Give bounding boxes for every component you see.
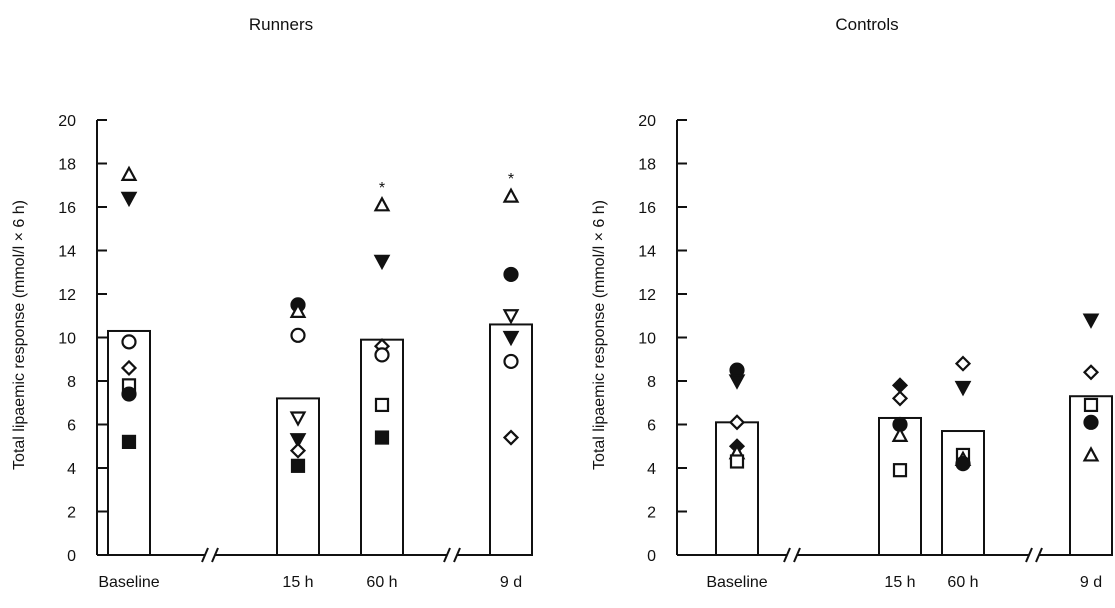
significance-asterisk: *	[508, 171, 514, 188]
y-tick-label: 18	[58, 157, 76, 174]
data-point-marker	[503, 266, 519, 283]
y-tick-label: 0	[67, 548, 76, 565]
y-tick-label: 6	[647, 418, 656, 435]
data-point-marker	[502, 429, 520, 446]
data-point-marker	[289, 411, 307, 427]
data-point-marker	[374, 397, 390, 413]
data-point-marker	[1082, 364, 1100, 381]
bar-runners-2	[360, 338, 404, 556]
chart-panel-runners: Runners Total lipaemic response (mmol/l …	[11, 15, 533, 591]
data-point-marker	[955, 456, 971, 472]
y-axis-label-controls: Total lipaemic response (mmol/l × 6 h)	[591, 200, 608, 470]
y-tick-label: 14	[638, 244, 656, 261]
y-tick-label: 14	[58, 244, 76, 261]
y-tick-label: 20	[638, 113, 656, 130]
significance-asterisk: *	[379, 180, 385, 197]
data-point-marker	[290, 327, 306, 343]
data-point-marker	[120, 359, 138, 377]
data-point-marker	[954, 355, 972, 372]
bar-controls-2	[941, 430, 985, 556]
x-tick-label: 60 h	[366, 574, 397, 591]
y-tick-label: 20	[58, 113, 76, 130]
y-tick-label: 10	[638, 331, 656, 348]
data-point-marker	[502, 187, 520, 203]
y-tick-label: 6	[67, 418, 76, 435]
data-point-marker	[1083, 414, 1099, 430]
data-point-marker	[954, 380, 972, 397]
data-point-marker	[121, 386, 137, 402]
x-tick-label: Baseline	[706, 574, 767, 591]
data-point-marker	[289, 433, 307, 449]
y-tick-label: 2	[67, 505, 76, 522]
data-point-marker	[121, 334, 137, 350]
data-point-marker	[728, 374, 746, 390]
data-point-marker	[374, 430, 390, 445]
axis-break-mark	[1025, 547, 1043, 563]
x-tick-label: Baseline	[98, 574, 159, 591]
chart-title-controls: Controls	[835, 15, 898, 34]
chart-panel-controls: Controls Total lipaemic response (mmol/l…	[591, 15, 1113, 591]
x-tick-label: 9 d	[500, 574, 522, 591]
chart-title-runners: Runners	[249, 15, 313, 34]
y-tick-label: 10	[58, 331, 76, 348]
data-point-marker	[120, 191, 138, 208]
data-point-marker	[502, 330, 520, 347]
plot-area-controls: 0 2 4 6 8 10 12 14 16 18 20 Baseline 15 h 60 h 9 d	[638, 113, 1113, 591]
data-point-marker	[1082, 313, 1100, 329]
y-axis-label-runners: Total lipaemic response (mmol/l × 6 h)	[11, 200, 28, 470]
data-point-marker	[290, 458, 306, 473]
data-point-marker	[891, 426, 909, 442]
data-point-marker	[1083, 397, 1099, 413]
data-point-marker	[892, 463, 908, 478]
axis-break-mark	[443, 547, 461, 563]
data-point-marker	[891, 377, 909, 394]
axis-break-mark	[783, 547, 801, 563]
data-point-marker	[503, 353, 519, 370]
data-point-marker	[502, 309, 520, 325]
axis-break-mark	[201, 547, 219, 563]
y-tick-label: 8	[67, 374, 76, 391]
x-tick-label: 60 h	[947, 574, 978, 591]
y-tick-label: 2	[647, 505, 656, 522]
y-tick-label: 16	[638, 200, 656, 217]
data-point-marker	[373, 254, 391, 271]
y-tick-label: 0	[647, 548, 656, 565]
data-point-marker	[374, 347, 390, 363]
data-point-marker	[729, 454, 745, 469]
data-point-marker	[289, 302, 307, 318]
data-point-marker	[891, 390, 909, 407]
y-tick-label: 4	[67, 461, 76, 478]
data-point-marker	[121, 434, 137, 449]
y-tick-label: 16	[58, 200, 76, 217]
data-point-marker	[120, 165, 138, 181]
data-point-marker	[373, 196, 391, 212]
y-tick-label: 18	[638, 157, 656, 174]
x-tick-label: 9 d	[1080, 574, 1102, 591]
y-tick-label: 4	[647, 461, 656, 478]
y-tick-label: 12	[638, 287, 656, 304]
data-point-marker	[289, 442, 307, 459]
plot-area-runners: 0 2 4 6 8 10 12 14 16 18 20 * * Baseline 15 h 60 h 9 d	[58, 113, 533, 591]
data-point-marker	[1082, 446, 1100, 462]
x-tick-label: 15 h	[282, 574, 313, 591]
x-tick-label: 15 h	[884, 574, 915, 591]
y-tick-label: 12	[58, 287, 76, 304]
y-tick-label: 8	[647, 374, 656, 391]
data-point-marker	[728, 414, 746, 431]
